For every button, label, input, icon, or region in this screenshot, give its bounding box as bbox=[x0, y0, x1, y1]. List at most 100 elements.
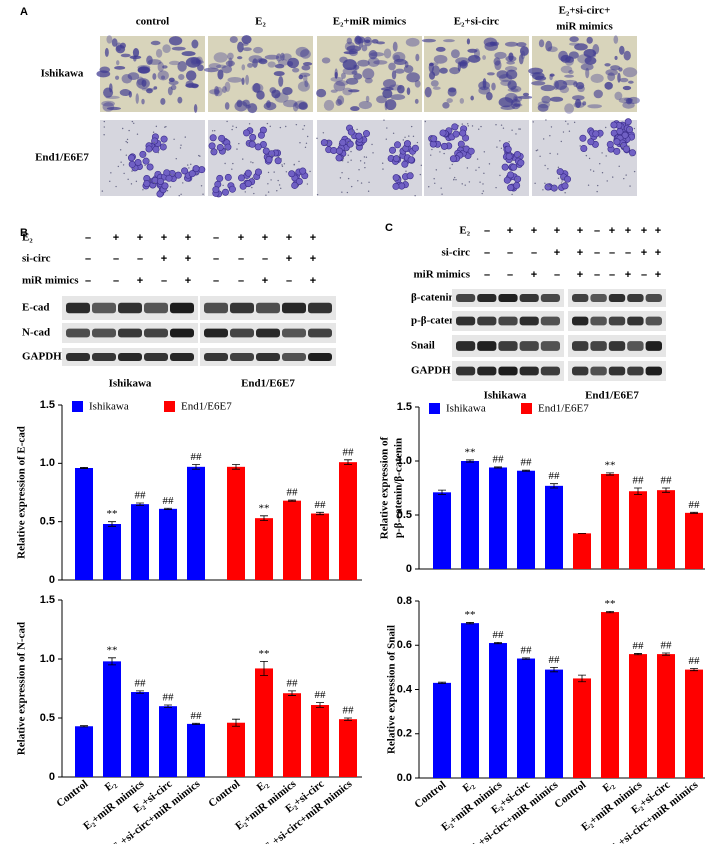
pore bbox=[350, 185, 353, 188]
cell bbox=[174, 171, 182, 179]
pore bbox=[222, 184, 224, 187]
cell bbox=[241, 64, 246, 71]
treatment-label: E₂ bbox=[459, 225, 470, 237]
error-bar bbox=[466, 622, 474, 625]
pore bbox=[558, 172, 561, 174]
cell bbox=[302, 62, 313, 66]
cell bbox=[628, 80, 634, 84]
cell bbox=[376, 41, 386, 45]
pore bbox=[211, 150, 213, 152]
cell bbox=[274, 157, 282, 165]
error-bar bbox=[438, 681, 446, 684]
significance-marker: ** bbox=[465, 446, 476, 458]
cell bbox=[560, 65, 573, 74]
pore bbox=[560, 182, 563, 184]
pore bbox=[280, 187, 282, 190]
cell bbox=[253, 46, 263, 54]
cell bbox=[303, 74, 308, 83]
pore bbox=[131, 170, 133, 172]
bar bbox=[103, 661, 121, 777]
cell bbox=[369, 52, 385, 57]
cell bbox=[391, 70, 397, 80]
pore bbox=[341, 172, 343, 174]
cell bbox=[574, 43, 588, 51]
cell bbox=[213, 52, 228, 63]
cell bbox=[168, 80, 179, 86]
cell bbox=[507, 88, 519, 92]
significance-marker: ** bbox=[605, 459, 616, 471]
cell bbox=[301, 64, 311, 71]
cell bbox=[217, 69, 224, 80]
cell bbox=[242, 47, 252, 52]
pore bbox=[271, 154, 273, 157]
cell bbox=[216, 143, 224, 151]
cell bbox=[251, 83, 264, 93]
band bbox=[456, 366, 476, 376]
cell bbox=[247, 103, 258, 114]
cell bbox=[264, 54, 280, 60]
cell bbox=[504, 145, 512, 153]
cell bbox=[362, 68, 375, 80]
cell bbox=[440, 142, 448, 150]
band bbox=[92, 328, 116, 338]
pore bbox=[157, 151, 159, 154]
cell bbox=[528, 67, 543, 75]
treatment-sign: – bbox=[238, 253, 244, 265]
cell bbox=[177, 61, 187, 72]
cell bbox=[133, 55, 137, 62]
pore bbox=[338, 144, 341, 146]
band bbox=[308, 302, 332, 314]
pore bbox=[142, 189, 144, 191]
pore bbox=[266, 122, 269, 125]
cell bbox=[291, 181, 299, 189]
pore bbox=[242, 158, 244, 160]
pore bbox=[424, 120, 427, 123]
band bbox=[204, 353, 228, 361]
cell bbox=[613, 147, 621, 155]
treatment-sign: + bbox=[286, 232, 292, 244]
pore bbox=[405, 170, 407, 172]
pore bbox=[153, 141, 155, 144]
error-bar bbox=[136, 502, 144, 506]
cell bbox=[383, 48, 392, 59]
pore bbox=[293, 164, 295, 166]
pore bbox=[169, 186, 172, 188]
pore bbox=[101, 190, 104, 192]
cell bbox=[146, 55, 153, 65]
treatment-sign: – bbox=[484, 247, 490, 259]
cell bbox=[334, 68, 338, 80]
significance-marker: ## bbox=[549, 654, 561, 666]
cell bbox=[192, 165, 200, 173]
cell bbox=[478, 86, 491, 95]
pore bbox=[280, 158, 282, 160]
pore bbox=[184, 136, 186, 138]
cell bbox=[229, 36, 238, 44]
pore bbox=[224, 162, 226, 165]
cell bbox=[152, 145, 160, 153]
band bbox=[477, 294, 497, 302]
cell bbox=[268, 150, 276, 158]
pore bbox=[475, 169, 477, 171]
significance-marker: ## bbox=[493, 453, 505, 465]
column-header: E₂ bbox=[255, 16, 266, 28]
pore bbox=[573, 121, 576, 124]
band bbox=[118, 353, 142, 361]
pore bbox=[351, 130, 354, 132]
pore bbox=[322, 132, 325, 134]
cell bbox=[538, 39, 545, 48]
band bbox=[170, 353, 194, 361]
pore bbox=[325, 143, 327, 146]
pore bbox=[214, 130, 216, 132]
cell bbox=[276, 53, 282, 62]
pore bbox=[382, 168, 384, 170]
cell bbox=[513, 151, 521, 159]
pore bbox=[596, 190, 598, 193]
bar bbox=[545, 485, 563, 569]
significance-marker: ## bbox=[135, 677, 147, 689]
cell bbox=[244, 169, 252, 177]
cell bbox=[361, 44, 368, 52]
cell bbox=[162, 44, 171, 53]
pore bbox=[629, 185, 631, 187]
pore bbox=[182, 182, 184, 184]
cell bbox=[292, 102, 299, 112]
